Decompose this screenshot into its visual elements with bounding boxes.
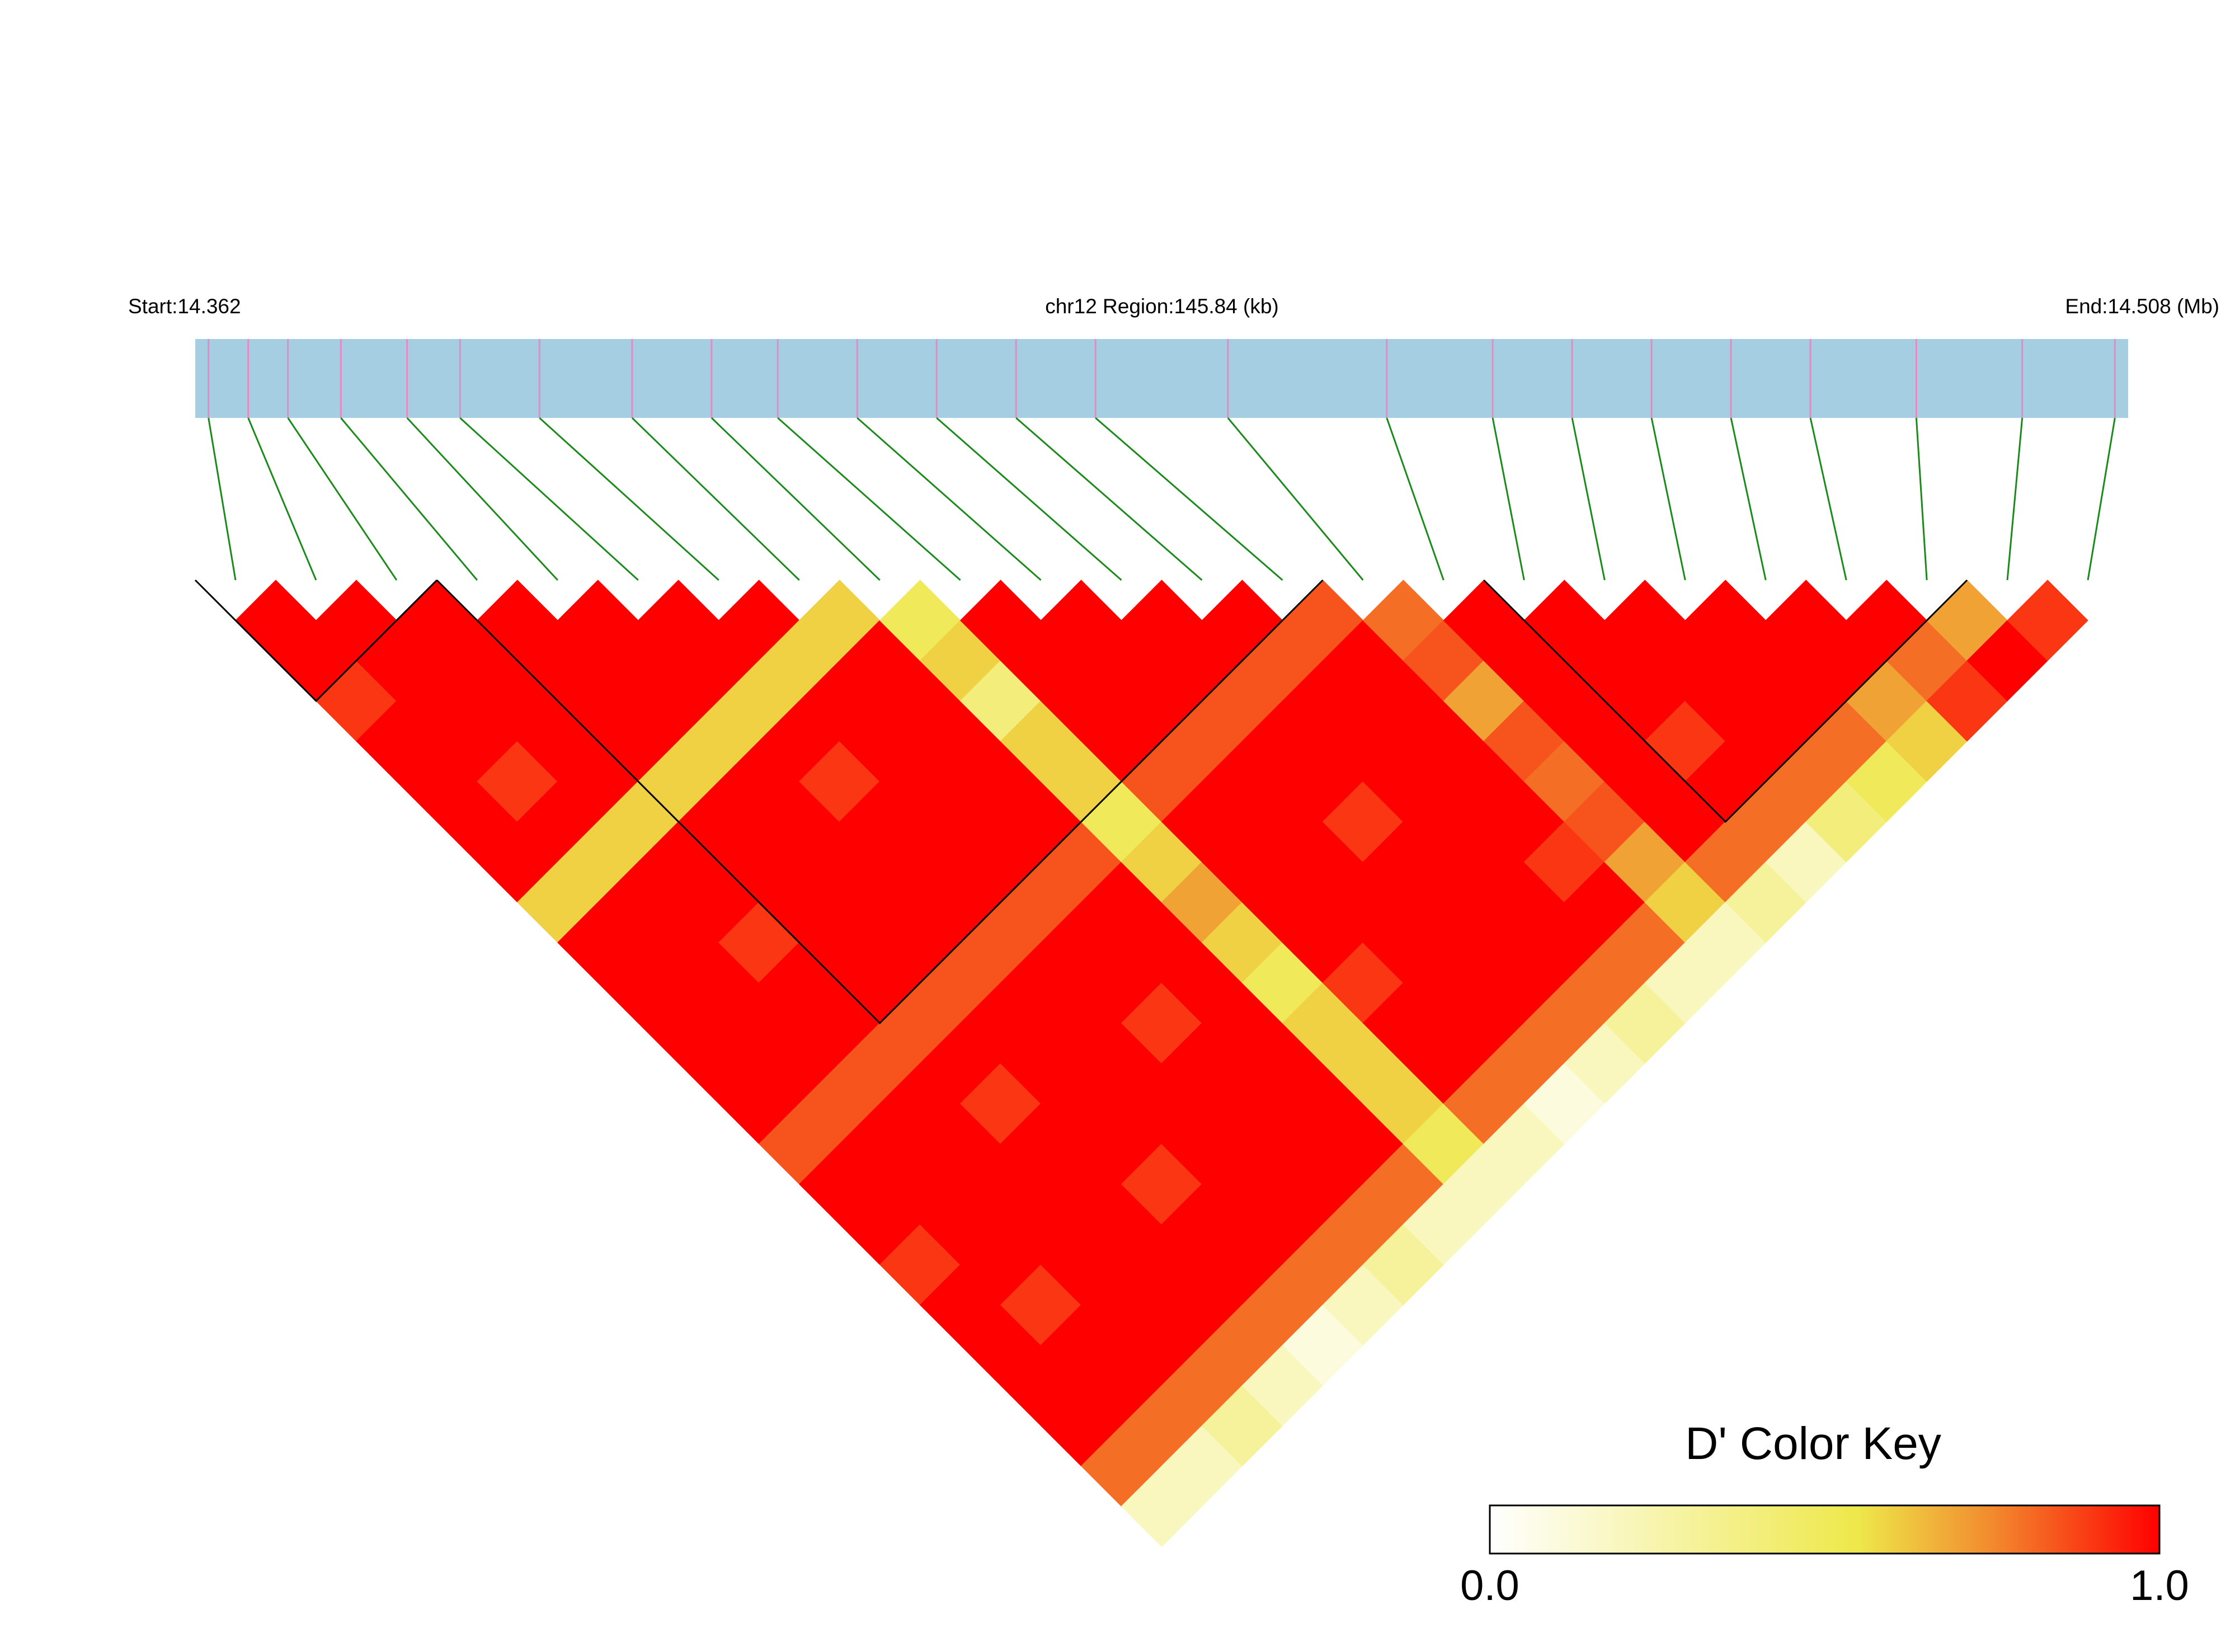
snp-link xyxy=(711,417,881,581)
start-label: Start:14.362 xyxy=(128,295,241,318)
key-title: D' Color Key xyxy=(1685,1418,1941,1469)
snp-link xyxy=(247,417,317,581)
snp-link xyxy=(631,417,800,581)
key-tick-label: 0.0 xyxy=(1460,1562,1519,1609)
snp-link xyxy=(1915,417,1928,581)
ld-cell xyxy=(2007,580,2088,661)
position-band xyxy=(195,339,2128,418)
snp-link xyxy=(406,417,558,581)
ld-block xyxy=(436,579,1324,1024)
snp-link xyxy=(287,417,398,581)
snp-link xyxy=(539,417,719,581)
snp-link xyxy=(2006,417,2024,581)
snp-link xyxy=(1095,417,1283,581)
snp-link xyxy=(459,417,639,581)
snp-link xyxy=(1491,417,1525,581)
snp-link xyxy=(777,417,961,581)
region-label: chr12 Region:145.84 (kb) xyxy=(1045,295,1279,318)
key-tick-label: 1.0 xyxy=(2130,1562,2189,1609)
snp-link xyxy=(1650,417,1686,581)
snp-link xyxy=(1015,417,1203,581)
snp-link xyxy=(1809,417,1847,581)
snp-link xyxy=(1571,417,1606,581)
color-key xyxy=(1489,1504,2161,1555)
snp-link xyxy=(936,417,1122,581)
end-label: End:14.508 (Mb) xyxy=(2065,295,2219,318)
snp-link xyxy=(1227,417,1364,581)
snp-link xyxy=(2087,417,2116,581)
snp-link xyxy=(1730,417,1767,581)
ld-block xyxy=(1483,579,1968,823)
snp-link xyxy=(208,417,237,581)
snp-link xyxy=(857,417,1042,581)
snp-link xyxy=(1386,417,1444,581)
snp-link xyxy=(340,417,478,581)
ld-block xyxy=(194,579,437,703)
